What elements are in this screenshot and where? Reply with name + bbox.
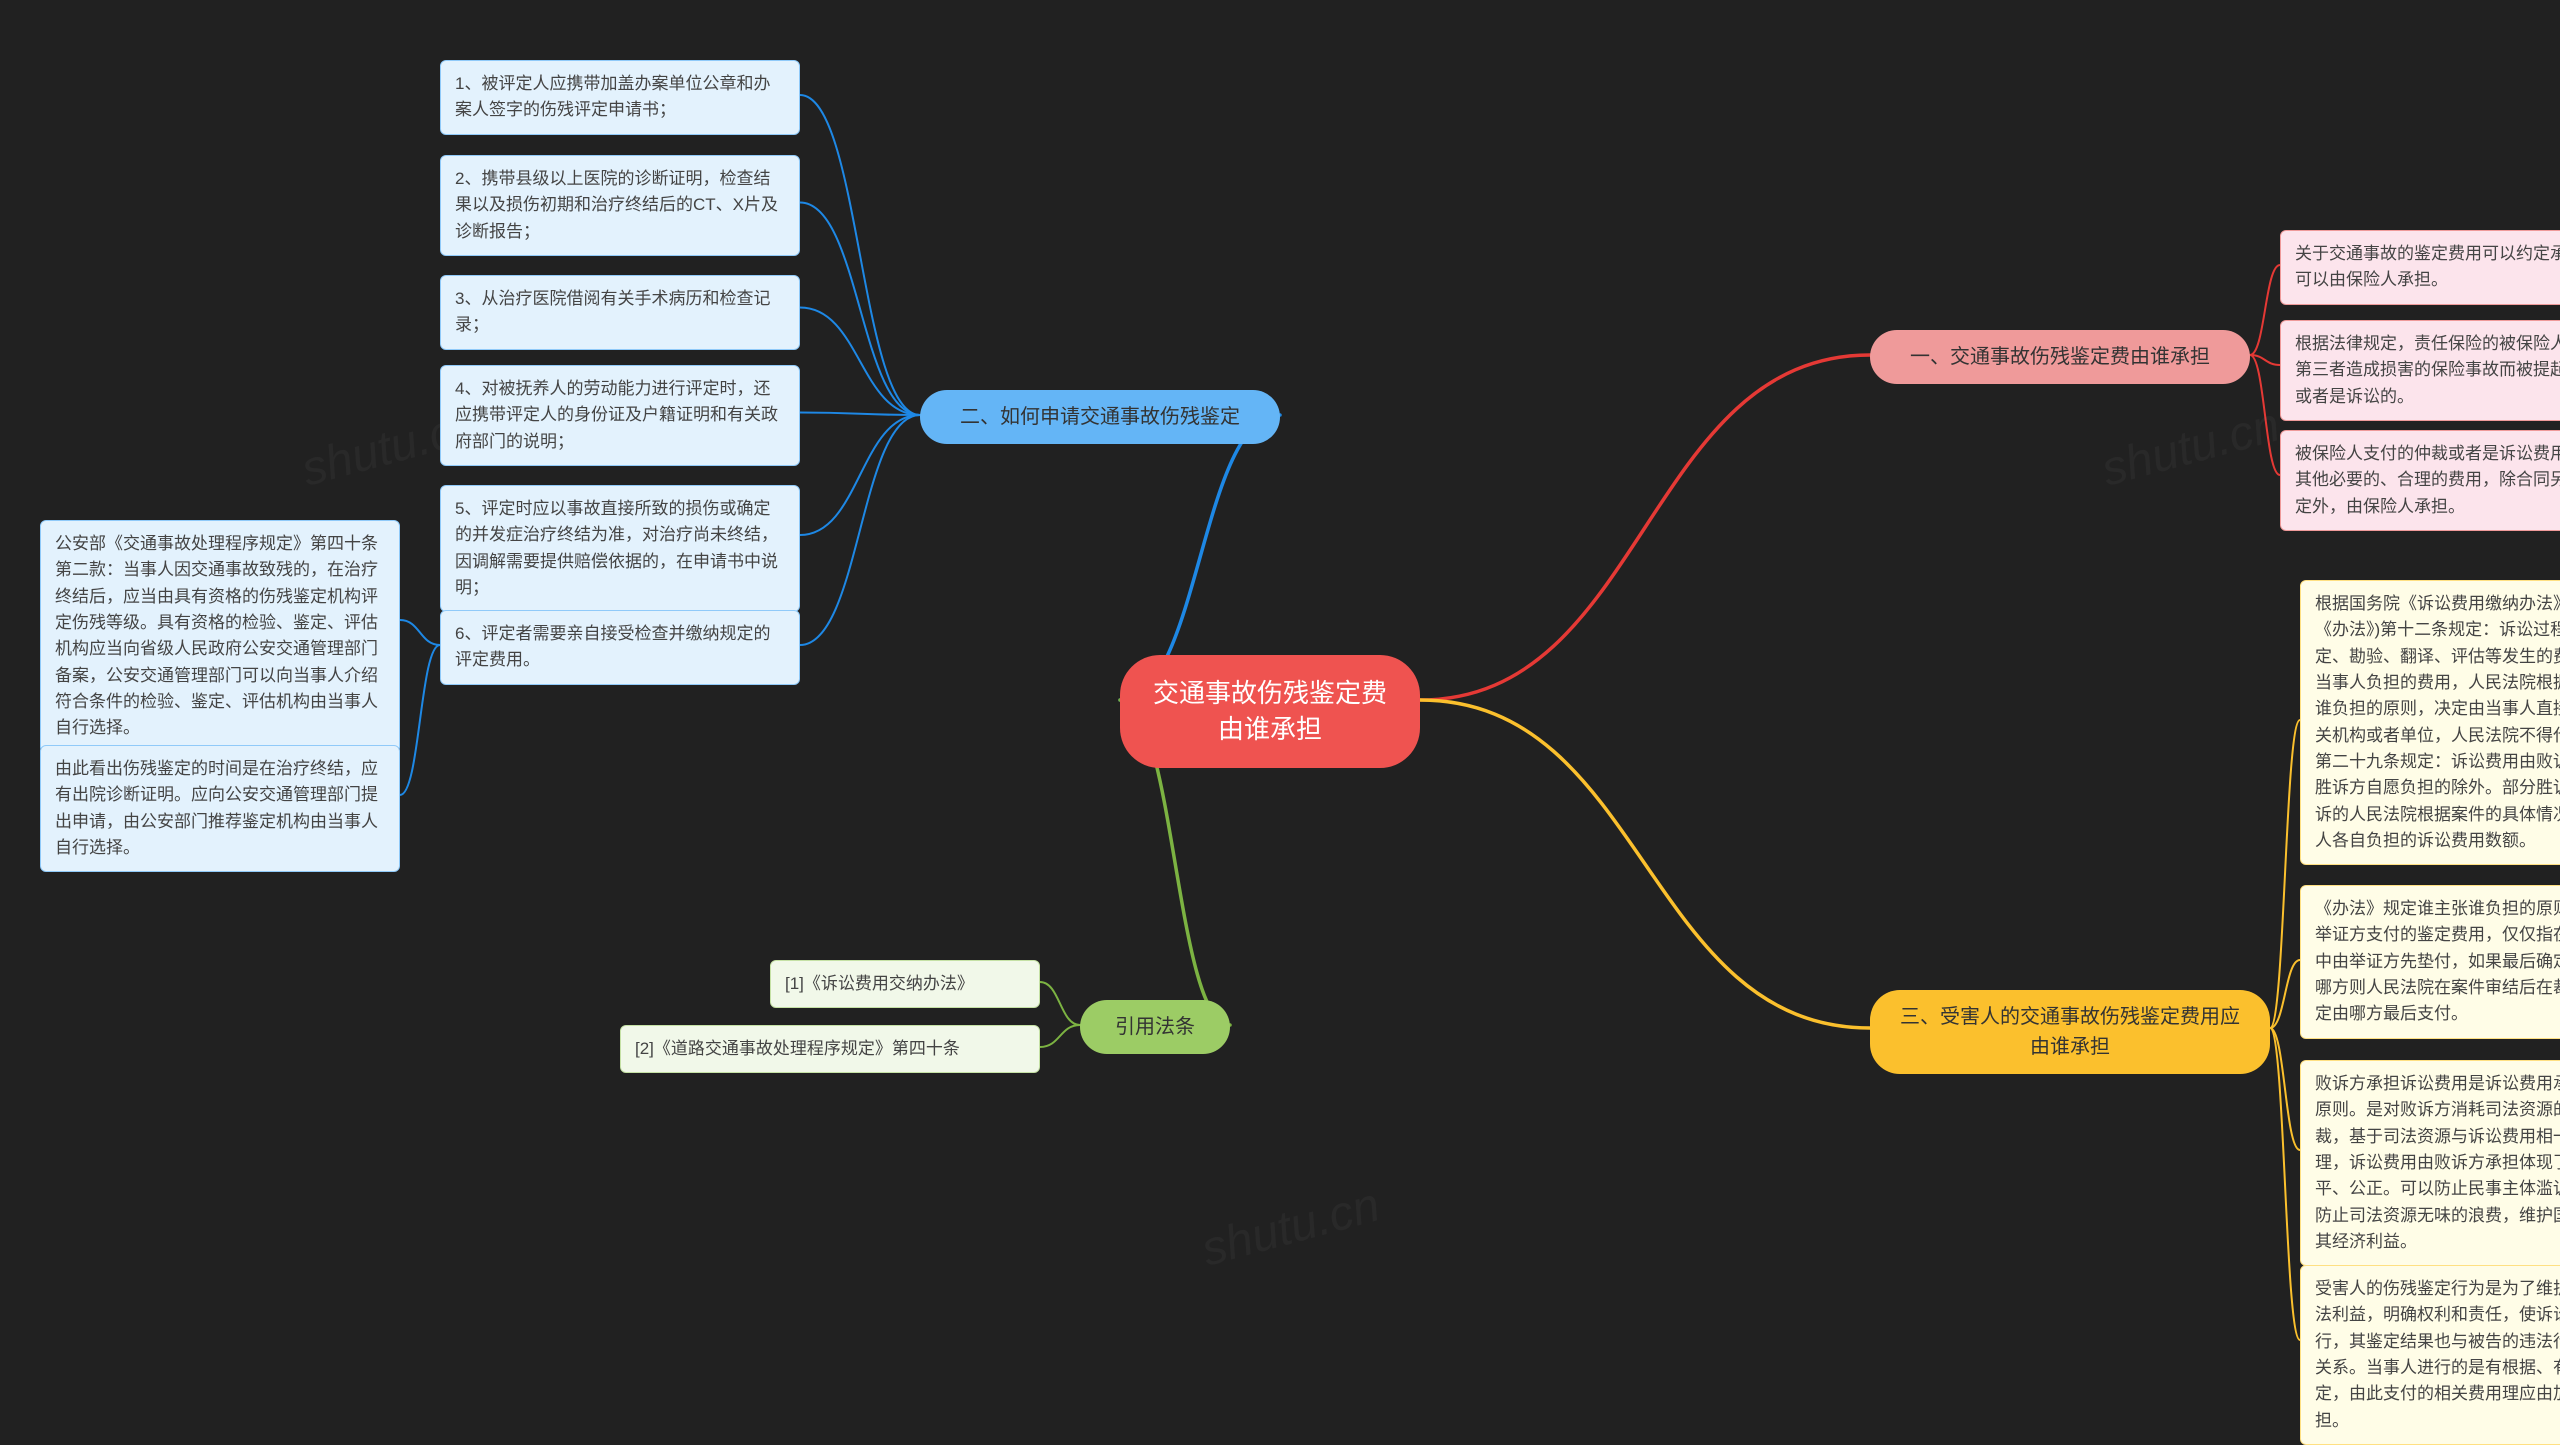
leaf-node-sub[interactable]: 公安部《交通事故处理程序规定》第四十条第二款：当事人因交通事故致残的，在治疗终结… <box>40 520 400 753</box>
branch-node-b2[interactable]: 二、如何申请交通事故伤残鉴定 <box>920 390 1280 444</box>
leaf-node[interactable]: 关于交通事故的鉴定费用可以约定承担也可以由保险人承担。 <box>2280 230 2560 305</box>
branch-node-b1[interactable]: 一、交通事故伤残鉴定费由谁承担 <box>1870 330 2250 384</box>
leaf-node[interactable]: 根据法律规定，责任保险的被保险人因给第三者造成损害的保险事故而被提起仲裁或者是诉… <box>2280 320 2560 421</box>
leaf-node-sub[interactable]: 由此看出伤残鉴定的时间是在治疗终结，应有出院诊断证明。应向公安交通管理部门提出申… <box>40 745 400 872</box>
center-node[interactable]: 交通事故伤残鉴定费由谁承担 <box>1120 655 1420 768</box>
leaf-node[interactable]: 6、评定者需要亲自接受检查并缴纳规定的评定费用。 <box>440 610 800 685</box>
watermark: shutu.cn <box>1196 1177 1386 1277</box>
leaf-node[interactable]: 4、对被抚养人的劳动能力进行评定时，还应携带评定人的身份证及户籍证明和有关政府部… <box>440 365 800 466</box>
leaf-node[interactable]: 败诉方承担诉讼费用是诉讼费用承担的一般原则。是对败诉方消耗司法资源的一种制裁，基… <box>2300 1060 2560 1266</box>
leaf-node[interactable]: 被保险人支付的仲裁或者是诉讼费用以及其他必要的、合理的费用，除合同另有约定外，由… <box>2280 430 2560 531</box>
branch-node-b3[interactable]: 三、受害人的交通事故伤残鉴定费用应由谁承担 <box>1870 990 2270 1074</box>
leaf-node[interactable]: 2、携带县级以上医院的诊断证明，检查结果以及损伤初期和治疗终结后的CT、X片及诊… <box>440 155 800 256</box>
leaf-node[interactable]: 《办法》规定谁主张谁负担的原则，决定由举证方支付的鉴定费用，仅仅指在诉讼过程中由… <box>2300 885 2560 1039</box>
leaf-node[interactable]: [2]《道路交通事故处理程序规定》第四十条 <box>620 1025 1040 1073</box>
watermark: shutu.cn <box>2096 397 2286 497</box>
leaf-node[interactable]: 根据国务院《诉讼费用缴纳办法》(以下简称《办法》)第十二条规定：诉讼过程中因鉴定… <box>2300 580 2560 865</box>
leaf-node[interactable]: 1、被评定人应携带加盖办案单位公章和办案人签字的伤残评定申请书； <box>440 60 800 135</box>
branch-node-b4[interactable]: 引用法条 <box>1080 1000 1230 1054</box>
leaf-node[interactable]: 受害人的伤残鉴定行为是为了维护自身的合法利益，明确权利和责任，使诉讼顺利进行，其… <box>2300 1265 2560 1445</box>
leaf-node[interactable]: [1]《诉讼费用交纳办法》 <box>770 960 1040 1008</box>
leaf-node[interactable]: 3、从治疗医院借阅有关手术病历和检查记录； <box>440 275 800 350</box>
leaf-node[interactable]: 5、评定时应以事故直接所致的损伤或确定的并发症治疗终结为准，对治疗尚未终结，因调… <box>440 485 800 612</box>
